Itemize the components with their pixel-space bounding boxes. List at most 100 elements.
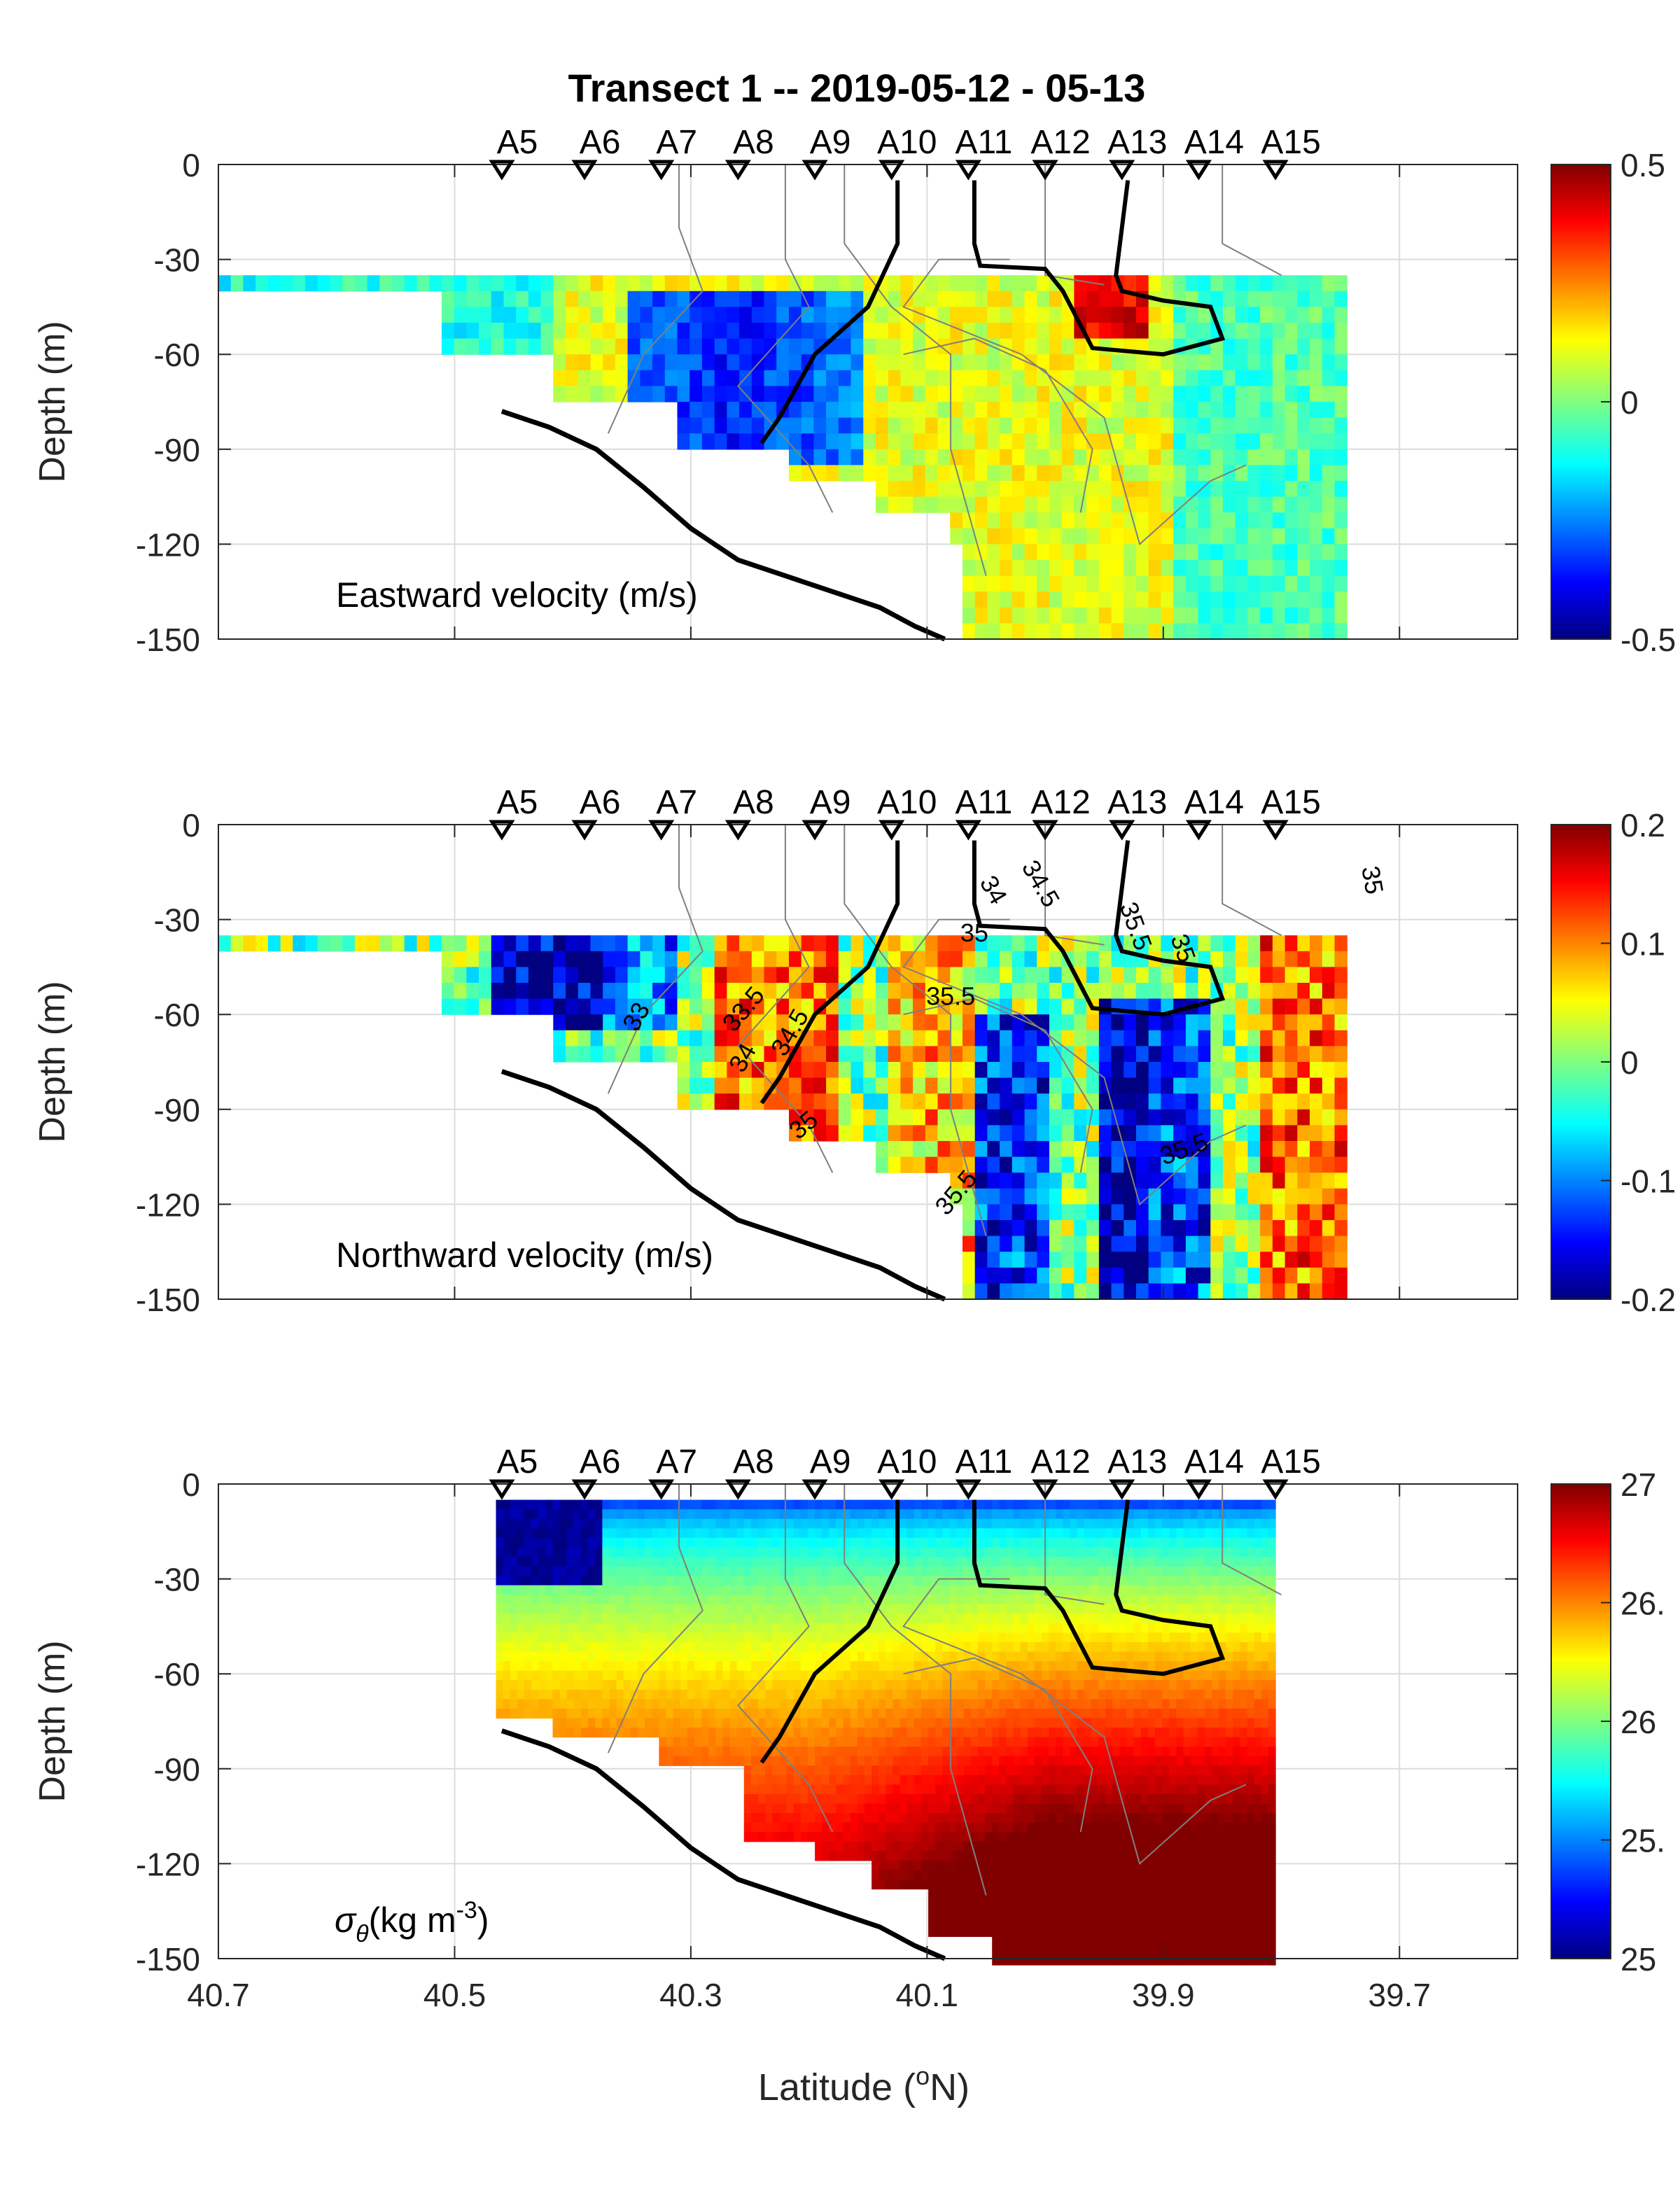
heatmap-cell bbox=[779, 1642, 788, 1653]
heatmap-cell bbox=[1322, 1077, 1336, 1094]
heatmap-cell bbox=[640, 998, 653, 1015]
heatmap-cell bbox=[888, 1125, 901, 1142]
heatmap-cell bbox=[479, 951, 492, 967]
heatmap-cell bbox=[1310, 1252, 1323, 1268]
heatmap-cell bbox=[1260, 1109, 1273, 1126]
heatmap-cell bbox=[949, 1699, 958, 1709]
heatmap-cell bbox=[850, 275, 864, 292]
heatmap-cell bbox=[1098, 417, 1112, 434]
heatmap-cell bbox=[677, 998, 690, 1015]
heatmap-cell bbox=[694, 1746, 702, 1757]
heatmap-cell bbox=[815, 1585, 822, 1595]
heatmap-cell bbox=[950, 481, 963, 498]
heatmap-cell bbox=[581, 1557, 589, 1567]
heatmap-cell bbox=[545, 1614, 554, 1624]
heatmap-cell bbox=[1000, 1236, 1013, 1252]
heatmap-cell bbox=[836, 1832, 844, 1842]
heatmap-cell bbox=[531, 1576, 539, 1586]
heatmap-cell bbox=[1013, 1708, 1021, 1719]
heatmap-cell bbox=[1161, 1204, 1174, 1221]
heatmap-cell bbox=[1247, 1267, 1261, 1284]
heatmap-cell bbox=[779, 1585, 788, 1595]
heatmap-cell bbox=[595, 1680, 603, 1690]
heatmap-cell bbox=[970, 1708, 979, 1719]
heatmap-cell bbox=[743, 1737, 752, 1747]
heatmap-cell bbox=[1124, 983, 1137, 1000]
heatmap-cell bbox=[528, 967, 542, 983]
heatmap-cell bbox=[956, 1718, 965, 1728]
heatmap-cell bbox=[690, 1062, 703, 1079]
heatmap-cell bbox=[516, 307, 529, 323]
heatmap-cell bbox=[807, 1756, 816, 1766]
heatmap-cell bbox=[1061, 1252, 1074, 1268]
heatmap-cell bbox=[925, 1125, 939, 1142]
heatmap-cell bbox=[999, 1803, 1007, 1814]
heatmap-cell bbox=[1037, 528, 1050, 545]
heatmap-cell bbox=[1024, 1062, 1037, 1079]
heatmap-cell bbox=[872, 1756, 879, 1766]
heatmap-cell bbox=[1223, 496, 1236, 513]
heatmap-cell bbox=[566, 354, 579, 371]
heatmap-cell bbox=[970, 1614, 979, 1624]
heatmap-cell bbox=[992, 1537, 1000, 1548]
heatmap-cell bbox=[1297, 338, 1310, 355]
heatmap-cell bbox=[638, 1699, 645, 1709]
heatmap-cell bbox=[992, 1623, 1000, 1634]
heatmap-cell bbox=[751, 967, 765, 983]
heatmap-cell bbox=[800, 1518, 808, 1529]
heatmap-cell bbox=[708, 1518, 716, 1529]
heatmap-cell bbox=[793, 1784, 802, 1795]
y-tick-label: -90 bbox=[154, 432, 200, 468]
heatmap-cell bbox=[538, 1528, 546, 1539]
heatmap-cell bbox=[1061, 1283, 1074, 1300]
heatmap-cell bbox=[1198, 575, 1211, 592]
heatmap-cell bbox=[677, 1077, 690, 1094]
heatmap-cell bbox=[659, 1528, 667, 1539]
heatmap-cell bbox=[913, 275, 926, 292]
heatmap-cell bbox=[956, 1803, 965, 1814]
heatmap-cell bbox=[552, 1509, 561, 1520]
heatmap-cell bbox=[659, 1651, 667, 1662]
heatmap-cell bbox=[1310, 512, 1323, 529]
heatmap-cell bbox=[987, 1252, 1000, 1268]
heatmap-cell bbox=[886, 1699, 893, 1709]
station-label: A15 bbox=[1261, 784, 1320, 821]
heatmap-cell bbox=[736, 1728, 745, 1738]
heatmap-cell bbox=[836, 1774, 844, 1785]
heatmap-cell bbox=[595, 1585, 603, 1595]
heatmap-cell bbox=[680, 1499, 688, 1510]
heatmap-cell bbox=[729, 1680, 738, 1690]
heatmap-cell bbox=[962, 1077, 976, 1094]
heatmap-cell bbox=[659, 1642, 667, 1653]
heatmap-cell bbox=[516, 338, 529, 355]
heatmap-cell bbox=[645, 1680, 652, 1690]
heatmap-cell bbox=[863, 1046, 876, 1063]
heatmap-cell bbox=[1185, 983, 1199, 1000]
heatmap-cell bbox=[673, 1499, 681, 1510]
heatmap-cell bbox=[935, 1537, 943, 1548]
heatmap-cell bbox=[1284, 290, 1298, 307]
heatmap-cell bbox=[992, 1642, 1000, 1653]
heatmap-cell bbox=[367, 275, 380, 292]
heatmap-cell bbox=[630, 1718, 638, 1728]
heatmap-cell bbox=[974, 575, 988, 592]
heatmap-cell bbox=[836, 1708, 844, 1719]
heatmap-cell bbox=[935, 1813, 943, 1823]
heatmap-cell bbox=[615, 354, 629, 371]
heatmap-cell bbox=[552, 1604, 561, 1614]
heatmap-cell bbox=[602, 1728, 610, 1738]
heatmap-cell bbox=[615, 951, 629, 967]
heatmap-cell bbox=[708, 1718, 716, 1728]
heatmap-cell bbox=[1322, 323, 1336, 340]
heatmap-cell bbox=[920, 1642, 929, 1653]
heatmap-cell bbox=[230, 935, 244, 952]
heatmap-cell bbox=[1334, 935, 1348, 952]
heatmap-cell bbox=[1161, 370, 1174, 386]
heatmap-cell bbox=[1173, 983, 1186, 1000]
heatmap-cell bbox=[441, 967, 455, 983]
heatmap-cell bbox=[1235, 433, 1248, 450]
heatmap-cell bbox=[786, 1604, 794, 1614]
heatmap-cell bbox=[1322, 560, 1336, 577]
heatmap-cell bbox=[553, 998, 566, 1015]
contour-line bbox=[1222, 164, 1282, 276]
